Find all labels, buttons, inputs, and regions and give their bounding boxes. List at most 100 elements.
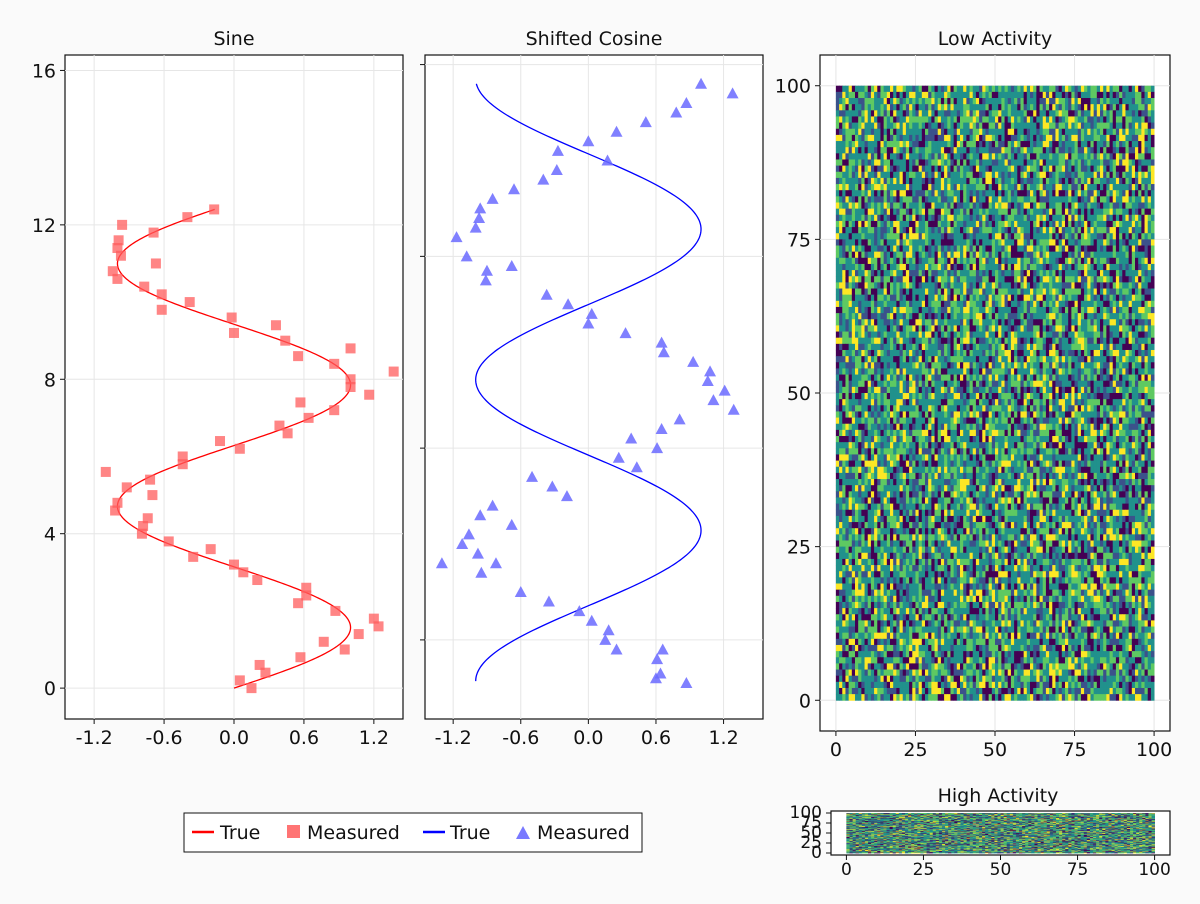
heatmap-cell (1097, 141, 1101, 148)
y-tick-label: 4 (44, 524, 56, 546)
heatmap-cell (1122, 110, 1126, 117)
heatmap-cell (880, 104, 884, 111)
heatmap-cell (1110, 147, 1114, 154)
heatmap-cell (865, 98, 869, 105)
x-tick-label: -1.2 (76, 727, 113, 749)
heatmap-cell (890, 141, 894, 148)
heatmap-cell (1084, 135, 1088, 142)
heatmap-cell (1011, 209, 1015, 216)
heatmap-cell (1040, 215, 1044, 222)
heatmap-cell (1125, 196, 1129, 203)
heatmap-cell (1065, 116, 1069, 123)
heatmap-cell (874, 129, 878, 136)
heatmap-cell (1001, 110, 1005, 117)
heatmap-cell (966, 92, 970, 99)
sine-measured-point (101, 467, 111, 477)
heatmap-cell (1075, 153, 1079, 160)
heatmap-cell (1125, 190, 1129, 197)
heatmap-cell (1036, 184, 1040, 191)
heatmap-cell (944, 215, 948, 222)
heatmap-cell (865, 202, 869, 209)
heatmap-cell (928, 178, 932, 185)
heatmap-cell (1129, 110, 1133, 117)
heatmap-cell (1090, 135, 1094, 142)
heatmap-cell (1090, 92, 1094, 99)
heatmap-cell (912, 196, 916, 203)
heatmap-cell (966, 147, 970, 154)
heatmap-cell (874, 86, 878, 93)
heatmap-cell (1138, 86, 1142, 93)
heatmap-cell (1005, 104, 1009, 111)
heatmap-cell (884, 129, 888, 136)
heatmap-cell (909, 184, 913, 191)
heatmap-cell (1059, 159, 1063, 166)
heatmap-cell (1059, 141, 1063, 148)
heatmap-cell (1017, 172, 1021, 179)
y-tick-label: 12 (32, 215, 56, 237)
heatmap-cell (906, 196, 910, 203)
heatmap-cell (1024, 123, 1028, 130)
heatmap-cell (849, 184, 853, 191)
heatmap-cell (1020, 202, 1024, 209)
heatmap-cell (1145, 147, 1149, 154)
heatmap-cell (890, 110, 894, 117)
heatmap-cell (861, 98, 865, 105)
heatmap-cell (1052, 135, 1056, 142)
heatmap-cell (852, 196, 856, 203)
heatmap-cell (1043, 153, 1047, 160)
heatmap-cell (1059, 178, 1063, 185)
heatmap-cell (1033, 221, 1037, 228)
heatmap-cell (1081, 190, 1085, 197)
heatmap-cell (900, 147, 904, 154)
heatmap-cell (947, 153, 951, 160)
heatmap-cell (944, 166, 948, 173)
heatmap-cell (1138, 196, 1142, 203)
heatmap-cell (1049, 166, 1053, 173)
heatmap-cell (1071, 135, 1075, 142)
heatmap-cell (966, 184, 970, 191)
heatmap-cell (1055, 123, 1059, 130)
heatmap-cell (1094, 104, 1098, 111)
heatmap-cell (1122, 123, 1126, 130)
heatmap-cell (985, 86, 989, 93)
heatmap-cell (1151, 196, 1155, 203)
heatmap-cell (1020, 147, 1024, 154)
heatmap-cell (1030, 202, 1034, 209)
heatmap-cell (1113, 159, 1117, 166)
heatmap-cell (1036, 190, 1040, 197)
heatmap-cell (963, 147, 967, 154)
heatmap-cell (998, 92, 1002, 99)
heatmap-cell (884, 147, 888, 154)
heatmap-cell (887, 147, 891, 154)
heatmap-cell (1059, 104, 1063, 111)
heatmap-cell (998, 123, 1002, 130)
heatmap-cell (845, 123, 849, 130)
heatmap-cell (1052, 209, 1056, 216)
heatmap-cell (871, 123, 875, 130)
heatmap-cell (919, 135, 923, 142)
heatmap-cell (871, 116, 875, 123)
heatmap-cell (1110, 166, 1114, 173)
heatmap-cell (1030, 178, 1034, 185)
heatmap-cell (893, 166, 897, 173)
heatmap-cell (890, 215, 894, 222)
heatmap-cell (1094, 129, 1098, 136)
heatmap-cell (925, 123, 929, 130)
heatmap-cell (1033, 166, 1037, 173)
heatmap-cell (1020, 129, 1024, 136)
heatmap-cell (992, 184, 996, 191)
heatmap-cell (1148, 221, 1152, 228)
heatmap-cell (973, 190, 977, 197)
heatmap-cell (906, 123, 910, 130)
heatmap-cell (995, 209, 999, 216)
heatmap-cell (960, 141, 964, 148)
heatmap-cell (1141, 86, 1145, 93)
sine-measured-point (227, 313, 237, 323)
heatmap-cell (855, 153, 859, 160)
heatmap-cell (842, 178, 846, 185)
heatmap-cell (1084, 172, 1088, 179)
heatmap-cell (1106, 116, 1110, 123)
heatmap-cell (1046, 104, 1050, 111)
heatmap-cell (896, 166, 900, 173)
heatmap-cell (1040, 178, 1044, 185)
